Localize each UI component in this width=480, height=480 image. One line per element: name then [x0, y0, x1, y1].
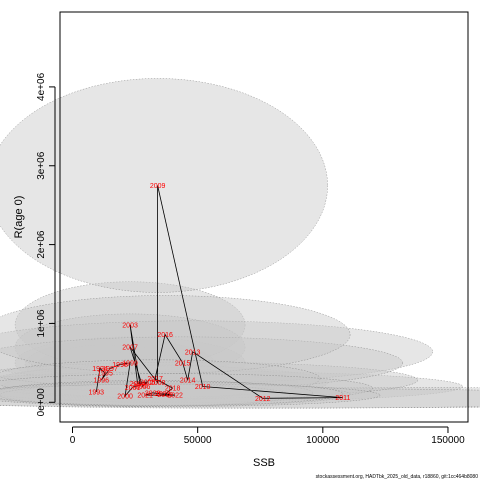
year-label-2022: 2022	[167, 393, 183, 400]
confidence-ellipse-2013	[0, 320, 433, 384]
y-tick-label-3e+06: 3e+06	[36, 151, 47, 180]
y-axis-title: R(age 0)	[13, 196, 25, 239]
year-label-2017: 2017	[147, 376, 163, 383]
year-label-2021: 2021	[137, 393, 153, 400]
x-tick-label-50000: 50000	[184, 435, 212, 446]
year-label-1995: 1995	[97, 371, 113, 378]
year-label-1994: 1994	[92, 366, 108, 373]
confidence-ellipse-2015	[0, 336, 403, 390]
confidence-ellipse-2020	[0, 380, 313, 406]
confidence-ellipse-2012	[0, 388, 480, 409]
confidence-ellipse-2023	[0, 381, 343, 406]
year-label-2003: 2003	[122, 323, 138, 330]
confidence-ellipse-2010	[0, 371, 463, 402]
year-label-2016: 2016	[157, 332, 173, 339]
confidence-ellipse-1993	[48, 379, 144, 405]
year-label-1993: 1993	[89, 390, 105, 397]
confidence-ellipse-2008	[0, 365, 328, 400]
x-axis: 0 50000 100000 150000	[70, 426, 465, 446]
y-tick-label-0e+00: 0e+00	[36, 388, 47, 417]
confidence-ellipse-2019	[0, 382, 351, 407]
year-label-2023: 2023	[155, 391, 171, 398]
confidence-ellipse-2022	[0, 383, 381, 407]
plot-frame	[59, 11, 469, 423]
year-label-2006: 2006	[135, 384, 151, 391]
y-tick-label-4e+06: 4e+06	[36, 72, 47, 101]
year-label-2020: 2020	[145, 390, 161, 397]
source-caption: stockassessment.org, HADTbk_2025_old_dat…	[316, 474, 479, 480]
confidence-ellipse-2011	[0, 387, 480, 408]
year-label-2004: 2004	[130, 381, 146, 388]
year-label-2019: 2019	[157, 392, 173, 399]
x-tick-label-0: 0	[70, 435, 76, 446]
year-label-2005: 2005	[140, 379, 156, 386]
confidence-ellipse-2017	[0, 359, 321, 398]
y-tick-label-2e+06: 2e+06	[36, 230, 47, 259]
year-label-2012: 2012	[255, 396, 271, 403]
y-tick-label-1e+06: 1e+06	[36, 309, 47, 338]
confidence-ellipses	[0, 78, 480, 409]
year-label-2008: 2008	[150, 380, 166, 387]
confidence-ellipse-2018	[0, 373, 373, 403]
year-label-1999: 1999	[122, 360, 138, 367]
x-tick-label-100000: 100000	[306, 435, 340, 446]
x-tick-label-150000: 150000	[431, 435, 465, 446]
x-axis-title: SSB	[253, 457, 275, 469]
year-label-2001: 2001	[125, 385, 141, 392]
year-label-2002: 2002	[132, 382, 148, 389]
recruitment-trajectory-line	[95, 185, 343, 399]
year-label-1998: 1998	[112, 362, 128, 369]
year-label-2010: 2010	[195, 384, 211, 391]
year-label-2000: 2000	[117, 393, 133, 400]
year-label-2007: 2007	[122, 345, 138, 352]
y-axis: 0e+00 1e+06 2e+06 3e+06 4e+06	[36, 72, 56, 417]
year-label-2013: 2013	[185, 349, 201, 356]
year-label-2009: 2009	[150, 183, 166, 190]
year-label-1997: 1997	[102, 366, 118, 373]
year-label-2011: 2011	[335, 395, 350, 402]
year-label-1996: 1996	[94, 378, 110, 385]
year-label-2014: 2014	[180, 378, 196, 385]
year-label-2018: 2018	[165, 386, 181, 393]
confidence-ellipse-2005	[0, 364, 298, 400]
year-label-2015: 2015	[175, 360, 191, 367]
